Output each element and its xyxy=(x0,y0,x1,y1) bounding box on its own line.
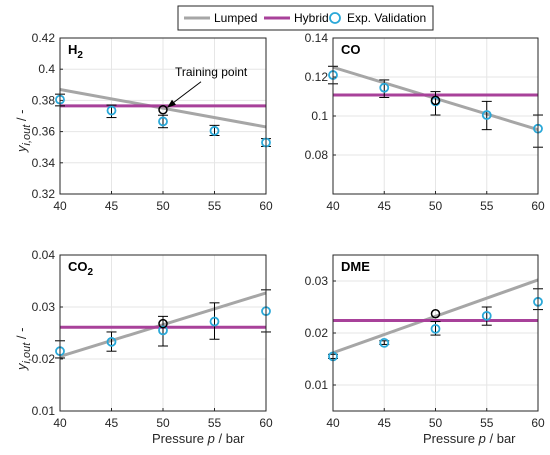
x-tick-label: 60 xyxy=(259,416,273,430)
y-tick-label: 0.03 xyxy=(32,300,56,314)
x-tick-label: 40 xyxy=(326,199,340,213)
legend: Lumped Hybrid Exp. Validation xyxy=(177,5,434,31)
experiment-point xyxy=(379,337,390,348)
panel-label: H2 xyxy=(68,42,83,61)
y-tick-label: 0.34 xyxy=(32,156,56,170)
x-tick-label: 50 xyxy=(429,416,443,430)
experiment-point xyxy=(158,325,168,336)
x-tick-label: 45 xyxy=(378,416,392,430)
legend-hybrid-label: Hybrid xyxy=(294,11,329,25)
legend-experiment-marker xyxy=(329,12,341,24)
y-tick-label: 0.38 xyxy=(32,93,56,107)
y-axis-label-top: yi,out / - xyxy=(14,110,33,153)
x-tick-label: 50 xyxy=(156,199,170,213)
annotation-training-point: Training point xyxy=(175,65,248,79)
legend-experiment-label: Exp. Validation xyxy=(347,11,426,25)
x-tick-label: 45 xyxy=(105,416,119,430)
experiment-point xyxy=(106,105,117,116)
y-tick-label: 0.12 xyxy=(305,70,329,84)
panel-label: CO2 xyxy=(68,259,94,278)
experiment-point xyxy=(430,323,441,334)
panel-co: 40 45 50 55 60 0.08 0.1 0.12 0.14 CO xyxy=(305,31,545,213)
y-tick-label: 0.04 xyxy=(32,248,56,262)
experiment-point xyxy=(481,110,492,120)
experiment-point xyxy=(158,116,168,127)
series-lumped-line xyxy=(59,88,267,129)
experiment-point xyxy=(106,336,117,347)
legend-lumped-label: Lumped xyxy=(214,11,257,25)
experiment-point xyxy=(209,125,220,136)
training-point-marker xyxy=(430,309,441,319)
panel-label: DME xyxy=(341,259,370,274)
x-tick-label: 45 xyxy=(378,199,392,213)
x-tick-label: 40 xyxy=(53,199,67,213)
panel-label: CO xyxy=(341,42,361,57)
y-tick-label: 0.1 xyxy=(311,109,328,123)
x-tick-label: 40 xyxy=(326,416,340,430)
experiment-point xyxy=(209,316,220,327)
x-tick-label: 55 xyxy=(208,199,222,213)
training-point-marker xyxy=(158,318,168,329)
annotation-arrow-head xyxy=(167,99,176,108)
y-tick-label: 0.08 xyxy=(305,148,329,162)
y-tick-label: 0.01 xyxy=(305,378,329,392)
experiment-point xyxy=(481,310,492,321)
y-tick-label: 0.03 xyxy=(305,274,329,288)
x-tick-label: 40 xyxy=(53,416,67,430)
x-tick-label: 60 xyxy=(259,199,273,213)
x-tick-label: 60 xyxy=(531,199,545,213)
x-tick-label: 50 xyxy=(429,199,443,213)
y-tick-label: 0.36 xyxy=(32,125,56,139)
training-point-marker xyxy=(430,95,441,106)
y-tick-label: 0.32 xyxy=(32,187,56,201)
x-tick-label: 45 xyxy=(105,199,119,213)
y-axis-label-bottom: yi,out / - xyxy=(14,328,33,371)
x-axis-label-left: Pressure p / bar xyxy=(152,431,245,446)
y-tick-label: 0.01 xyxy=(32,404,56,418)
x-tick-label: 55 xyxy=(480,416,494,430)
x-axis-label-right: Pressure p / bar xyxy=(423,431,516,446)
x-tick-label: 50 xyxy=(156,416,170,430)
experiment-point xyxy=(379,82,390,93)
panel-h2: Training point 40 45 50 55 60 0.32 0.34 0.36 0.38… xyxy=(32,31,273,213)
legend-box xyxy=(177,5,434,31)
y-tick-label: 0.14 xyxy=(305,31,329,45)
series-lumped-line xyxy=(332,278,539,355)
panel-co2: 40 45 50 55 60 0.01 0.02 0.03 0.04 CO2 xyxy=(32,248,273,430)
y-tick-label: 0.4 xyxy=(38,62,55,76)
y-tick-label: 0.02 xyxy=(32,352,56,366)
panel-dme: 40 45 50 55 60 0.01 0.02 0.03 DME xyxy=(305,254,545,430)
x-tick-label: 55 xyxy=(208,416,222,430)
y-tick-label: 0.42 xyxy=(32,31,56,45)
x-tick-label: 55 xyxy=(480,199,494,213)
y-tick-label: 0.02 xyxy=(305,326,329,340)
x-tick-label: 60 xyxy=(531,416,545,430)
training-point-marker xyxy=(158,105,168,115)
